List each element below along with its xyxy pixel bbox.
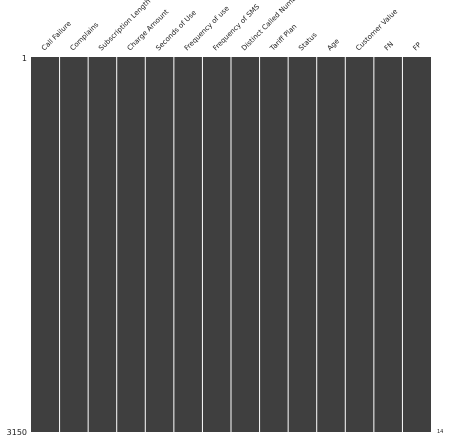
matrix-column-frequency-of-use [173,57,203,432]
matrix-column-charge-amount [116,57,146,432]
matrix-column-seconds-of-use [145,57,174,432]
matrix-column-distinct-called-numbers [231,57,260,432]
column-label: FP [411,41,422,52]
column-label: FN [383,40,395,52]
column-label: Status [297,31,319,53]
column-label: Subscription Length [97,0,152,52]
matrix-cells [31,57,431,432]
column-separators [59,57,403,432]
matrix-column-call-failure [31,57,60,432]
column-label: Age [326,37,341,52]
matrix-column-subscription-length [88,57,117,432]
matrix-column-tariff-plan [259,57,289,432]
column-label: Tariff Plan [268,23,299,54]
column-label: Complains [69,21,101,53]
matrix-column-fn [373,57,403,432]
matrix-column-age [316,57,346,432]
sparkline-max-label: 14 [437,429,443,435]
column-label: Call Failure [40,20,73,53]
y-tick-label-first: 1 [22,54,27,63]
y-tick-label-last: 3150 [7,428,27,437]
matrix-column-frequency-of-sms [202,57,231,432]
matrix-column-fp [402,57,431,432]
matrix-column-complains [59,57,89,432]
matrix-column-customer-value [345,57,374,432]
matrix-column-status [288,57,317,432]
